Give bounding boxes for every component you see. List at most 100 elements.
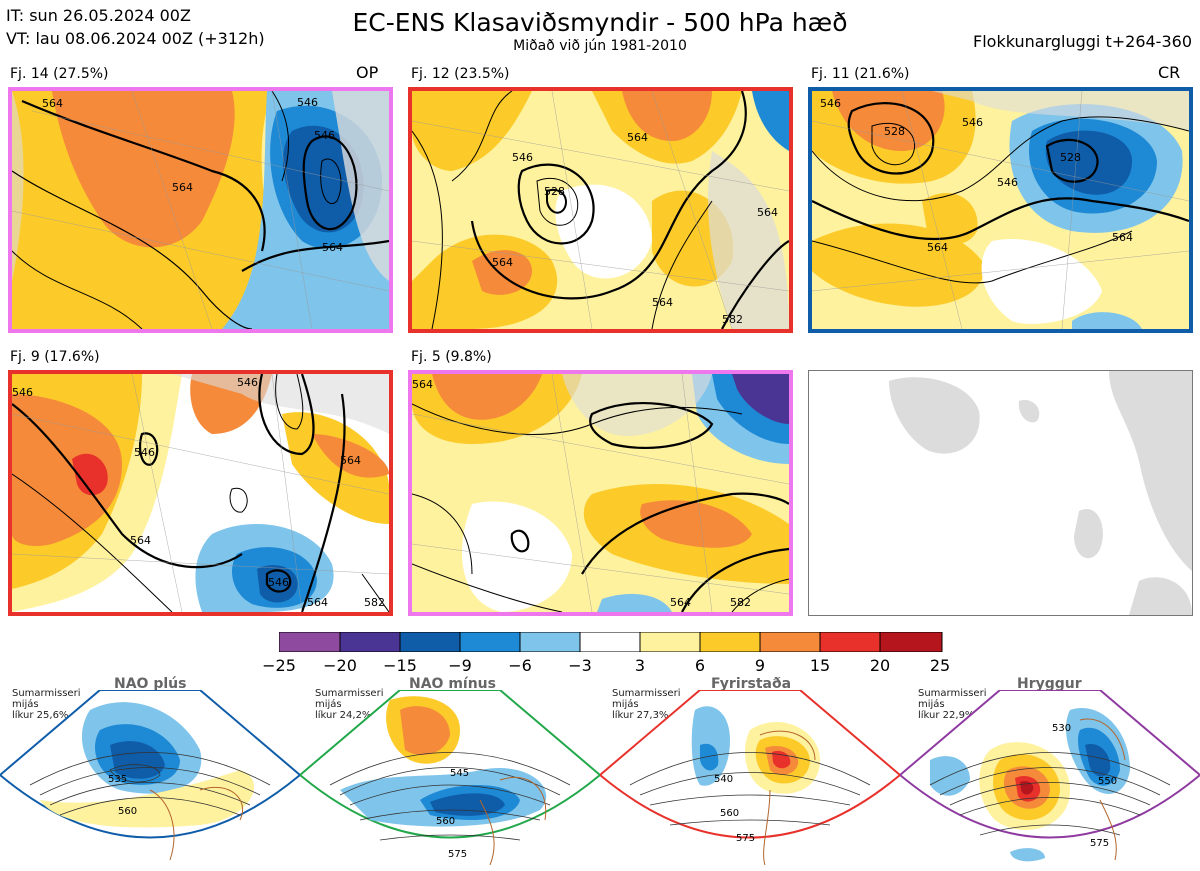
contour-label: 560 [720,808,739,819]
regime-4-stat: mijás [918,699,945,710]
contour-label: 546 [297,96,318,109]
contour-label: 560 [118,806,137,817]
colorbar-label: −15 [383,656,417,675]
contour-label: 564 [130,534,151,547]
colorbar-label: −25 [262,656,296,675]
map-panel-2: 546 528 564 564 564 564 582 [408,87,793,333]
page-subtitle: Miðað við jún 1981-2010 [513,38,687,54]
contour-label: 564 [927,241,948,254]
contour-label: 546 [512,151,533,164]
valid-time: VT: lau 08.06.2024 00Z (+312h) [6,29,265,48]
colorbar-label: 20 [869,656,891,675]
contour-label: 564 [172,181,193,194]
page-title: EC-ENS Klasaviðsmyndir - 500 hPa hæð [352,8,848,37]
contour-label: 564 [652,296,673,309]
regime-1-season: Sumarmisseri [12,688,81,699]
contour-label: 528 [884,125,905,138]
colorbar-label: 6 [694,656,706,675]
regime-1-stat: mijás [12,699,39,710]
regime-3-prob: líkur 27,3% [612,710,669,721]
regime-2-stat: mijás [315,699,342,710]
contour-label: 564 [340,454,361,467]
regime-3-info: Sumarmisseri mijás líkur 27,3% [612,688,680,721]
colorbar-label: −9 [448,656,472,675]
colorbar-label: −20 [323,656,357,675]
regime-3-stat: mijás [612,699,639,710]
contour-label: 582 [364,596,385,609]
initial-time: IT: sun 26.05.2024 00Z [6,6,191,25]
colorbar-label: 15 [809,656,831,675]
colorbar-label: −3 [568,656,592,675]
contour-label: 564 [492,256,513,269]
regime-2-season: Sumarmisseri [315,688,384,699]
map-panel-4-plot: 546 546 546 564 564 546 564 582 [12,374,389,612]
regime-3-season: Sumarmisseri [612,688,681,699]
contour-label: 528 [1060,151,1081,164]
regime-4-season: Sumarmisseri [918,688,987,699]
contour-label: 546 [997,176,1018,189]
regime-4-info: Sumarmisseri mijás líkur 22,9% [918,688,986,721]
contour-label: 546 [962,116,983,129]
contour-label: 546 [134,446,155,459]
contour-label: 564 [412,378,433,391]
contour-label: 575 [448,849,467,860]
panel-4-label: Fj. 9 (17.6%) [10,349,100,365]
regime-2-info: Sumarmisseri mijás líkur 24,2% [315,688,383,721]
regime-1-info: Sumarmisseri mijás líkur 25,6% [12,688,80,721]
contour-label: 530 [1052,723,1071,734]
contour-label: 528 [544,185,565,198]
contour-label: 550 [1098,776,1117,787]
map-panel-3-plot: 546 528 546 546 528 564 564 [812,91,1189,329]
colorbar [279,632,943,652]
contour-label: 546 [12,386,33,399]
colorbar-label: −6 [508,656,532,675]
regime-1-name: NAO plús [114,676,187,692]
contour-label: 575 [736,833,755,844]
contour-label: 545 [450,768,469,779]
map-panel-2-plot: 546 528 564 564 564 564 582 [412,91,789,329]
contour-label: 564 [1112,231,1133,244]
contour-label: 582 [722,313,743,326]
classification-window: Flokkunargluggi t+264-360 [973,32,1192,51]
run-info: IT: sun 26.05.2024 00Z VT: lau 08.06.202… [6,4,265,50]
contour-label: 540 [714,774,733,785]
regime-4-prob: líkur 22,9% [918,710,975,721]
map-panel-5: 564 564 582 [408,370,793,616]
contour-label: 560 [436,816,455,827]
contour-label: 564 [307,596,328,609]
map-panel-blank [808,370,1193,616]
map-panel-3: 546 528 546 546 528 564 564 [808,87,1193,333]
contour-label: 564 [42,97,63,110]
colorbar-label: 25 [929,656,951,675]
regime-2-prob: líkur 24,2% [315,710,372,721]
regime-2-name: NAO mínus [409,676,496,692]
regime-2-map: 545 560 575 [300,690,600,866]
contour-label: 546 [268,576,289,589]
contour-label: 582 [730,596,751,609]
contour-label: 575 [1090,838,1109,849]
map-panel-4: 546 546 546 564 564 546 564 582 [8,370,393,616]
panel-3-tag: CR [1158,63,1181,82]
contour-label: 546 [820,97,841,110]
panel-5-label: Fj. 5 (9.8%) [411,349,492,365]
map-panel-blank-plot [889,371,1192,615]
regime-4-name: Hryggur [1017,676,1082,692]
contour-label: 546 [314,129,335,142]
regime-4-map: 530 550 575 [900,690,1200,862]
contour-label: 535 [108,774,127,785]
contour-label: 564 [670,596,691,609]
regime-1-map: 535 560 [0,690,300,861]
contour-label: 564 [757,206,778,219]
contour-label: 564 [322,241,343,254]
colorbar-label: 9 [754,656,766,675]
panel-1-tag: OP [356,63,379,82]
colorbar-label: 3 [634,656,646,675]
panel-3-label: Fj. 11 (21.6%) [811,66,910,82]
regime-3-name: Fyrirstaða [711,676,792,692]
regime-1-prob: líkur 25,6% [12,710,69,721]
map-panel-5-plot: 564 564 582 [412,374,789,612]
panel-2-label: Fj. 12 (23.5%) [411,66,510,82]
map-panel-1: 564 546 564 564 546 [8,87,393,333]
map-panel-1-plot: 564 546 564 564 546 [12,91,389,329]
regime-3-map: 540 560 575 [600,690,900,866]
